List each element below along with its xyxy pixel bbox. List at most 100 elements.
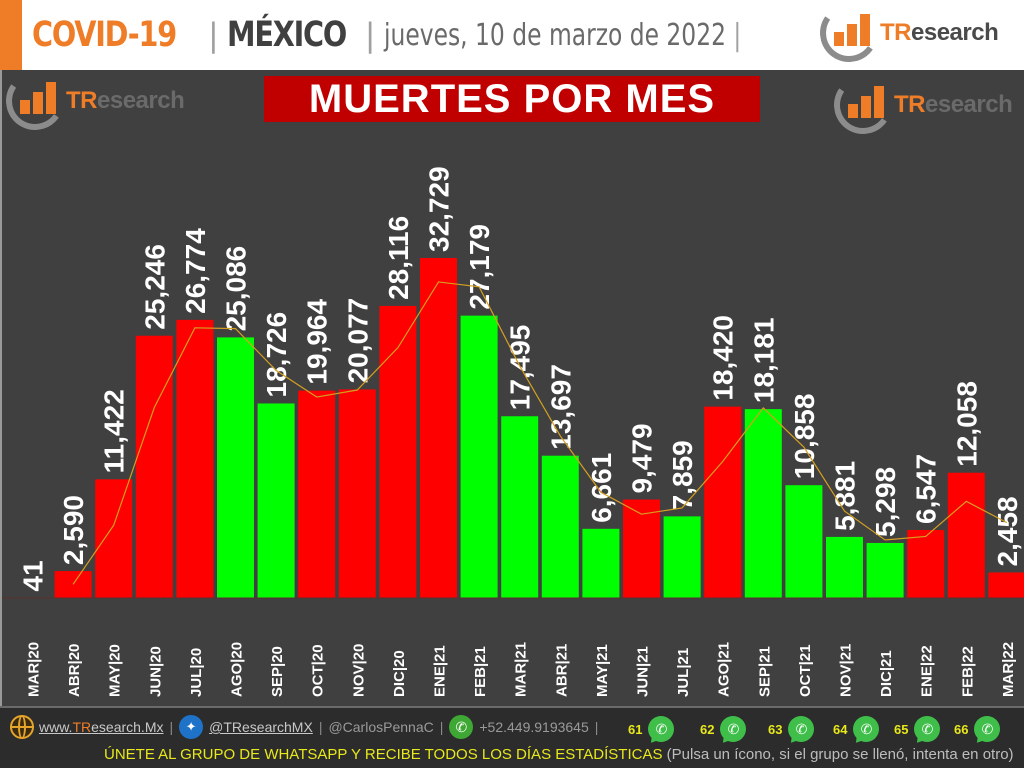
chart-title: MUERTES POR MES [264, 76, 760, 122]
bar-JUN|20 [135, 335, 173, 598]
bar-DIC|21 [866, 542, 904, 598]
x-axis-label: JUL|20 [188, 648, 205, 697]
x-axis-label: MAY|21 [594, 644, 611, 697]
title-separator: | [364, 16, 376, 54]
title-date: jueves, 10 de marzo de 2022 | [383, 17, 741, 53]
x-axis-label: JUL|21 [675, 648, 692, 697]
bar-value-label: 2,458 [992, 496, 1023, 566]
phone-number: +52.449.9193645 [479, 719, 589, 735]
bar-MAR|21 [501, 416, 539, 598]
bar-JUN|21 [623, 499, 660, 598]
whatsapp-group-number: 64 [833, 721, 848, 737]
bar-value-label: 32,729 [424, 166, 455, 252]
bar-value-label: 9,479 [627, 423, 658, 493]
bar-value-label: 6,661 [586, 453, 617, 523]
header-banner: COVID-19 | MÉXICO | jueves, 10 de marzo … [0, 0, 1024, 70]
bar-AGO|20 [217, 337, 254, 598]
bar-value-label: 13,697 [545, 364, 576, 450]
x-axis-label: MAR|20 [26, 642, 43, 697]
bar-value-label: 18,181 [748, 317, 779, 403]
bar-value-label: 27,179 [464, 224, 495, 310]
bar-JUL|20 [176, 319, 214, 598]
bar-value-label: 11,422 [99, 389, 130, 473]
bar-value-label: 18,726 [261, 312, 292, 398]
x-axis-label: NOV|20 [350, 644, 367, 697]
bar-JUL|21 [663, 516, 701, 598]
globe-icon [10, 715, 34, 739]
twitter-link[interactable]: @TResearchMX [209, 719, 313, 735]
whatsapp-icon[interactable]: ✆ [720, 716, 748, 747]
bar-FEB|22 [947, 472, 985, 598]
whatsapp-cta: ÚNETE AL GRUPO DE WHATSAPP Y RECIBE TODO… [104, 746, 663, 763]
x-axis-label: FEB|21 [472, 646, 489, 697]
bar-ABR|21 [541, 455, 579, 598]
tresearch-chart-icon [815, 0, 883, 67]
bar-OCT|21 [785, 485, 823, 598]
twitter-personal: @CarlosPennaC [328, 719, 434, 735]
x-axis-label: OCT|21 [797, 644, 814, 697]
bar-MAY|21 [582, 528, 620, 598]
x-axis-label: MAR|21 [513, 642, 530, 697]
x-axis-label: OCT|20 [310, 644, 327, 697]
bar-NOV|20 [338, 389, 376, 598]
bar-SEP|20 [257, 403, 295, 598]
x-axis-label: AGO|20 [229, 642, 246, 697]
footer-contacts: www.TResearch.Mx | ✦ @TResearchMX | @Car… [10, 714, 604, 740]
bar-NOV|21 [826, 536, 863, 598]
whatsapp-group-65-button[interactable]: 65 ✆ [894, 716, 942, 747]
whatsapp-icon[interactable]: ✆ [788, 716, 816, 747]
bar-value-label: 19,964 [302, 299, 333, 385]
bar-OCT|20 [298, 390, 336, 598]
whatsapp-icon[interactable]: ✆ [914, 716, 942, 747]
bar-value-label: 18,420 [708, 315, 739, 401]
bar-MAY|20 [95, 479, 133, 598]
x-axis-label: DIC|21 [878, 650, 895, 697]
x-axis-label: NOV|21 [838, 644, 855, 697]
x-axis-label: ENE|21 [432, 645, 449, 697]
x-axis-label: JUN|21 [635, 646, 652, 697]
bar-value-label: 26,774 [180, 228, 211, 314]
x-axis-label: MAR|22 [1000, 642, 1017, 697]
phone-icon: ✆ [449, 715, 474, 739]
whatsapp-group-62-button[interactable]: 62 ✆ [700, 716, 748, 747]
whatsapp-group-number: 62 [700, 721, 715, 737]
whatsapp-group-63-button[interactable]: 63 ✆ [768, 716, 816, 747]
x-axis-label: SEP|21 [756, 646, 773, 697]
x-axis-label: MAY|20 [107, 644, 124, 697]
title-separator: | [208, 16, 219, 54]
bar-value-label: 25,246 [139, 244, 170, 330]
bar-value-label: 12,058 [951, 381, 982, 467]
twitter-icon: ✦ [179, 715, 204, 739]
x-axis-label: AGO|21 [716, 642, 733, 697]
x-axis-label: ABR|20 [66, 644, 83, 697]
whatsapp-icon[interactable]: ✆ [974, 716, 1002, 747]
whatsapp-icon[interactable]: ✆ [648, 716, 676, 747]
title-covid: COVID-19 [32, 15, 177, 55]
x-axis-label: DIC|20 [391, 650, 408, 697]
bar-value-label: 20,077 [342, 298, 373, 384]
bar-value-label: 6,547 [911, 454, 942, 524]
bar-value-label: 2,590 [58, 495, 89, 565]
whatsapp-group-64-button[interactable]: 64 ✆ [833, 716, 881, 747]
website-link[interactable]: www.TResearch.Mx [39, 719, 164, 735]
bar-value-label: 41 [18, 560, 49, 591]
footer-cta: ÚNETE AL GRUPO DE WHATSAPP Y RECIBE TODO… [104, 746, 1014, 763]
title-country: MÉXICO [226, 15, 347, 55]
bar-value-label: 25,086 [221, 246, 252, 332]
whatsapp-group-61-button[interactable]: 61 ✆ [628, 716, 676, 747]
bar-ABR|20 [54, 571, 92, 598]
bar-SEP|21 [744, 409, 782, 598]
bar-ENE|21 [420, 258, 457, 598]
x-axis-label: SEP|20 [269, 646, 286, 697]
x-axis-label: JUN|20 [147, 646, 164, 697]
whatsapp-group-66-button[interactable]: 66 ✆ [954, 716, 1002, 747]
whatsapp-group-number: 66 [954, 721, 969, 737]
bar-value-label: 7,859 [667, 440, 698, 510]
header-title: COVID-19 | MÉXICO | jueves, 10 de marzo … [32, 10, 741, 60]
bar-AGO|21 [704, 406, 742, 598]
footer: www.TResearch.Mx | ✦ @TResearchMX | @Car… [0, 706, 1024, 768]
whatsapp-icon[interactable]: ✆ [853, 716, 881, 747]
x-axis-label: ENE|22 [919, 645, 936, 697]
bar-value-label: 5,298 [870, 467, 901, 537]
